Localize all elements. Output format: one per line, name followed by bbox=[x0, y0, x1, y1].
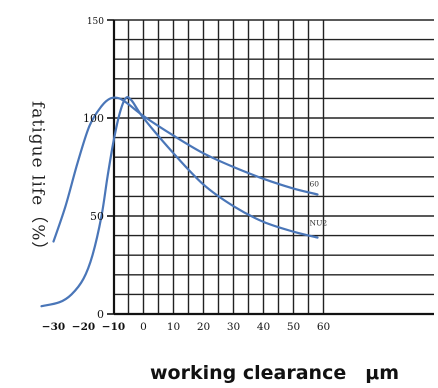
y-tick-label: 100 bbox=[83, 112, 104, 125]
x-tick-label: 60 bbox=[317, 321, 330, 333]
y-axis-label: fatigue life（%） bbox=[27, 100, 48, 260]
y-tick-label: 0 bbox=[97, 308, 104, 321]
x-tick-label: 20 bbox=[197, 321, 210, 333]
y-axis-label-wrap: fatigue life（%） bbox=[18, 60, 58, 300]
x-tick-label: 40 bbox=[257, 321, 270, 333]
y-tick-label: 150 bbox=[87, 17, 104, 27]
axes bbox=[107, 19, 434, 316]
series-line-2 bbox=[40, 96, 319, 308]
y-tick-label: 50 bbox=[90, 210, 104, 223]
x-axis-label: working clearance μm bbox=[150, 362, 399, 384]
grid bbox=[114, 19, 434, 315]
x-tick-label: 50 bbox=[287, 321, 300, 333]
x-tick-label: −10 bbox=[102, 321, 125, 333]
series-label: NU2 bbox=[310, 219, 328, 228]
series-label: 60 bbox=[310, 179, 320, 188]
x-tick-label: 0 bbox=[140, 321, 147, 333]
x-tick-label: 30 bbox=[227, 321, 240, 333]
x-tick-label: −20 bbox=[72, 321, 95, 333]
x-tick-label: −30 bbox=[42, 321, 65, 333]
series-line-1 bbox=[52, 96, 319, 243]
series-labels: 60 NU2 bbox=[310, 179, 328, 227]
x-tick-label: 10 bbox=[167, 321, 180, 333]
series-lines bbox=[40, 96, 319, 308]
